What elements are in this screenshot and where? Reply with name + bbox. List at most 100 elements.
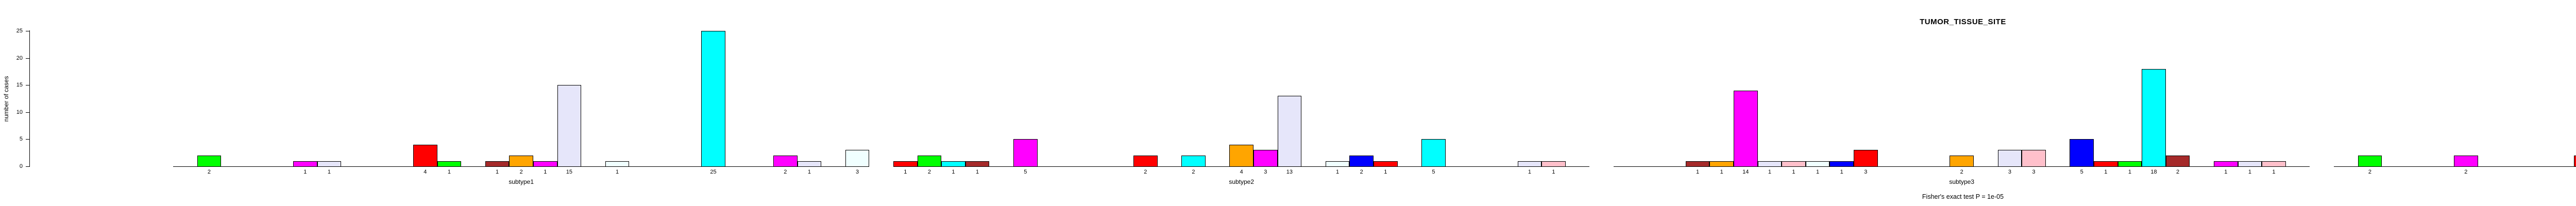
bar	[797, 161, 822, 167]
bar	[2238, 161, 2262, 167]
bar-value-label: 5	[1432, 169, 1435, 175]
bar-value-label: 2	[207, 169, 211, 175]
bar-value-label: 2	[2368, 169, 2371, 175]
bar	[1685, 161, 1710, 167]
bar	[293, 161, 317, 167]
bar	[2070, 139, 2094, 167]
bar	[413, 144, 437, 167]
group-label: subtype3	[1949, 178, 1975, 185]
bar-value-label: 1	[496, 169, 499, 175]
bar-value-label: 1	[544, 169, 547, 175]
bar	[1325, 161, 1350, 167]
y-axis-tick-label: 25	[16, 28, 23, 34]
bar-value-label: 1	[1528, 169, 1531, 175]
bar	[485, 161, 510, 167]
bar	[1253, 150, 1278, 167]
y-axis-tick-label: 20	[16, 55, 23, 61]
bar	[1805, 161, 1830, 167]
bar-value-label: 1	[2272, 169, 2276, 175]
bar	[2022, 150, 2046, 167]
bar-value-label: 1	[1384, 169, 1387, 175]
bar-value-label: 3	[1264, 169, 1267, 175]
bar	[197, 156, 222, 167]
bar	[533, 161, 557, 167]
bar	[317, 161, 342, 167]
y-axis-tick	[26, 139, 29, 140]
bar	[605, 161, 630, 167]
bar-value-label: 1	[1720, 169, 1723, 175]
bar-value-label: 3	[2008, 169, 2011, 175]
bar-value-label: 2	[1192, 169, 1195, 175]
bar	[1421, 139, 1446, 167]
bar-value-label: 14	[1742, 169, 1749, 175]
bar	[1349, 156, 1374, 167]
bar	[701, 31, 725, 167]
bar-value-label: 2	[784, 169, 787, 175]
bar	[2142, 68, 2166, 167]
bar	[893, 161, 918, 167]
bar-value-label: 1	[1768, 169, 1771, 175]
y-axis-tick-label: 5	[19, 136, 23, 143]
bar	[1181, 156, 1206, 167]
bar	[1374, 161, 1398, 167]
group-label: subtype2	[1229, 178, 1255, 185]
bar-value-label: 2	[2464, 169, 2468, 175]
bar-value-label: 3	[1864, 169, 1868, 175]
bar-value-label: 1	[904, 169, 907, 175]
y-axis-tick-label: 10	[16, 109, 23, 115]
bar	[1517, 161, 1542, 167]
bar-value-label: 18	[2150, 169, 2157, 175]
bar-value-label: 25	[710, 169, 717, 175]
bar	[1013, 139, 1038, 167]
bar	[1997, 150, 2022, 167]
bar	[1541, 161, 1566, 167]
bar-value-label: 1	[447, 169, 451, 175]
bar	[2094, 161, 2118, 167]
bar	[1757, 161, 1782, 167]
bar-value-label: 3	[2032, 169, 2036, 175]
bar	[845, 150, 870, 167]
y-axis-tick	[26, 166, 29, 167]
group-label: subtype1	[509, 178, 534, 185]
bar	[1277, 96, 1302, 167]
bar-value-label: 1	[976, 169, 979, 175]
bar-value-label: 1	[616, 169, 619, 175]
bar	[773, 156, 798, 167]
bar-value-label: 1	[2128, 169, 2131, 175]
y-axis-tick	[26, 112, 29, 113]
bar-value-label: 4	[423, 169, 427, 175]
bar	[1133, 156, 1158, 167]
bar-value-label: 1	[952, 169, 955, 175]
bar	[2214, 161, 2238, 167]
bar-value-label: 1	[327, 169, 331, 175]
bar	[1854, 150, 1878, 167]
bar	[509, 156, 533, 167]
bar	[1734, 90, 1758, 167]
fisher-test-note: Fisher's exact test P = 1e-05	[1922, 193, 2004, 200]
bar	[2574, 156, 2576, 167]
bar-value-label: 3	[856, 169, 859, 175]
chart-title: TUMOR_TISSUE_SITE	[1920, 18, 2006, 26]
bar	[2454, 156, 2478, 167]
bar-value-label: 1	[2224, 169, 2228, 175]
bar	[917, 156, 942, 167]
bar-value-label: 2	[519, 169, 523, 175]
bar	[2262, 161, 2286, 167]
y-axis-line	[29, 30, 30, 167]
bar	[2358, 156, 2382, 167]
bar	[2117, 161, 2142, 167]
legend: CHEST - BREASTCHEST - CHEST WALLCHEST - …	[0, 0, 2576, 171]
bar	[1782, 161, 1806, 167]
bar-value-label: 1	[1816, 169, 1820, 175]
bar	[437, 161, 462, 167]
bar-value-label: 1	[1792, 169, 1795, 175]
bar	[557, 85, 582, 167]
bar-value-label: 1	[2248, 169, 2251, 175]
bar-value-label: 4	[1240, 169, 1243, 175]
bar-value-label: 5	[1024, 169, 1027, 175]
y-axis-tick-label: 0	[19, 163, 23, 169]
bar-value-label: 2	[2176, 169, 2180, 175]
bar	[1229, 144, 1253, 167]
bar-value-label: 5	[2080, 169, 2083, 175]
bar-value-label: 15	[566, 169, 573, 175]
